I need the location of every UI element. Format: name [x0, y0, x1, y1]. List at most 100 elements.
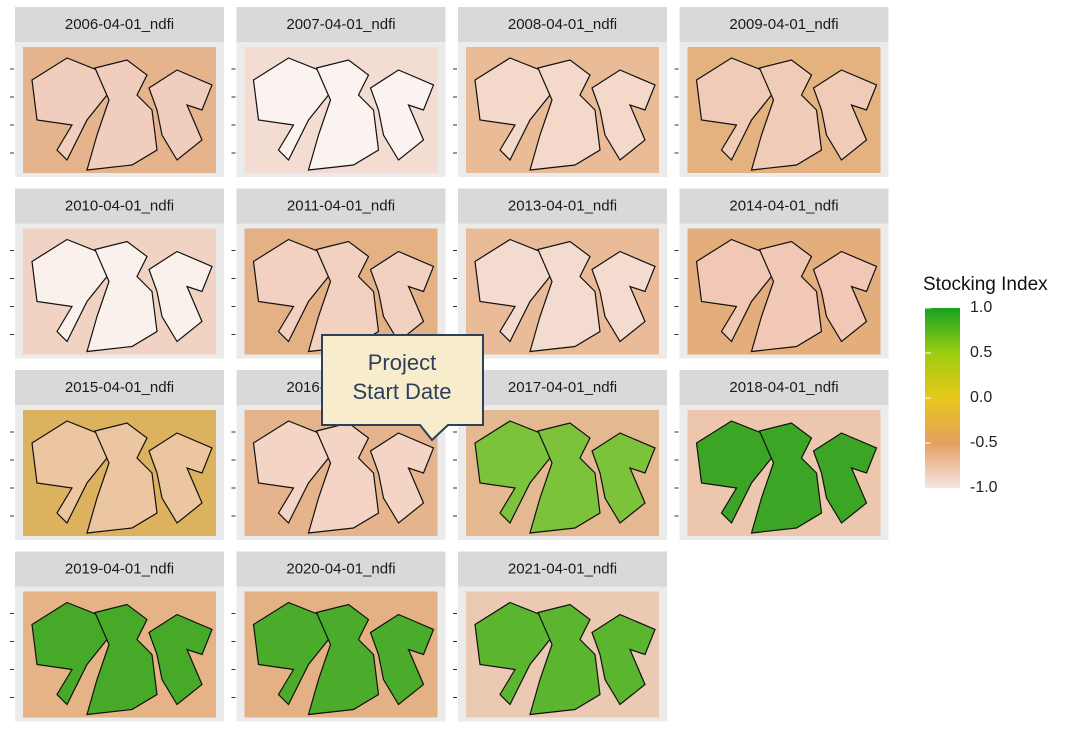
- forest-polygon: [474, 57, 551, 162]
- forest-polygon: [31, 57, 108, 162]
- forest-polygon: [369, 69, 435, 161]
- forest-polygon: [812, 69, 878, 161]
- forest-polygon: [750, 59, 823, 171]
- callout-text: Project: [368, 350, 436, 375]
- forest-polygon: [812, 250, 878, 343]
- panel-strip: [236, 7, 446, 42]
- forest-polygon: [591, 250, 656, 343]
- map-panel: 2015-04-01_ndfi: [10, 370, 224, 540]
- forest-polygon: [148, 613, 213, 706]
- forest-polygon: [252, 57, 330, 162]
- boundaries: [252, 238, 435, 353]
- forest-polygon: [529, 422, 601, 534]
- forest-polygon: [695, 420, 773, 525]
- boundaries: [31, 57, 213, 171]
- forest-polygon: [369, 613, 435, 706]
- forest-polygon: [591, 432, 656, 524]
- boundaries: [31, 420, 213, 534]
- panel-strip: [236, 188, 446, 224]
- forest-polygon: [307, 603, 380, 716]
- panel-title: 2015-04-01_ndfi: [65, 379, 174, 396]
- panel-title: 2013-04-01_ndfi: [508, 197, 617, 214]
- panel-strip: [15, 188, 224, 224]
- legend-tick-label: -1.0: [970, 479, 998, 496]
- boundaries: [252, 420, 435, 534]
- forest-polygon: [529, 59, 601, 171]
- forest-polygon: [252, 420, 330, 525]
- boundaries: [252, 601, 435, 716]
- panel-title: 2014-04-01_ndfi: [729, 197, 838, 214]
- map-panel: 2011-04-01_ndfi: [231, 188, 446, 359]
- map-panel: 2008-04-01_ndfi: [453, 7, 667, 177]
- panel-strip: [458, 7, 667, 42]
- panel-title: 2020-04-01_ndfi: [286, 560, 395, 577]
- legend-tick-label: -0.5: [970, 434, 998, 451]
- map-panel: 2018-04-01_ndfi: [674, 370, 889, 540]
- forest-polygon: [812, 432, 878, 524]
- panel-title: 2009-04-01_ndfi: [729, 16, 838, 33]
- legend: Stocking Index 1.0 0.5 0.0 -0.5 -1.0: [923, 274, 1048, 496]
- panel-title: 2019-04-01_ndfi: [65, 560, 174, 577]
- forest-polygon: [695, 238, 773, 343]
- forest-polygon: [369, 432, 435, 524]
- map-panel: 2014-04-01_ndfi: [674, 188, 889, 359]
- panel-grid: 2006-04-01_ndfi 2007-04-01_ndfi 2008-04-01…: [10, 7, 889, 722]
- boundaries: [474, 57, 656, 171]
- panel-title: 2006-04-01_ndfi: [65, 16, 174, 33]
- forest-polygon: [307, 240, 380, 353]
- map-panel: 2021-04-01_ndfi: [453, 551, 667, 722]
- forest-polygon: [252, 238, 330, 343]
- legend-title: Stocking Index: [923, 274, 1048, 295]
- panel-strip: [15, 370, 224, 405]
- panel-title: 2008-04-01_ndfi: [508, 16, 617, 33]
- legend-tick-label: 0.0: [970, 389, 992, 406]
- legend-tick-label: 0.5: [970, 344, 992, 361]
- panel-title: 2018-04-01_ndfi: [729, 379, 838, 396]
- forest-polygon: [474, 238, 551, 343]
- boundaries: [695, 420, 878, 534]
- panel-title: 2007-04-01_ndfi: [286, 16, 395, 33]
- map-panel: 2007-04-01_ndfi: [231, 7, 446, 177]
- forest-polygon: [31, 238, 108, 343]
- panel-strip: [679, 188, 889, 224]
- forest-polygon: [369, 250, 435, 343]
- forest-polygon: [307, 59, 380, 171]
- boundaries: [474, 238, 656, 353]
- boundaries: [31, 238, 213, 353]
- panel-strip: [15, 7, 224, 42]
- forest-polygon: [695, 57, 773, 162]
- map-panel: 2006-04-01_ndfi: [10, 7, 224, 177]
- map-panel: 2020-04-01_ndfi: [231, 551, 446, 722]
- forest-polygon: [591, 69, 656, 161]
- forest-polygon: [474, 420, 551, 525]
- panel-strip: [679, 370, 889, 405]
- forest-polygon: [529, 603, 601, 716]
- forest-polygon: [252, 601, 330, 706]
- forest-polygon: [474, 601, 551, 706]
- panel-strip: [679, 7, 889, 42]
- panel-strip: [458, 551, 667, 587]
- panel-strip: [15, 551, 224, 587]
- boundaries: [31, 601, 213, 716]
- callout-box: [321, 334, 484, 442]
- callout: Project Start Date: [321, 334, 484, 442]
- forest-polygon: [591, 613, 656, 706]
- forest-polygon: [148, 250, 213, 343]
- map-panel: 2019-04-01_ndfi: [10, 551, 224, 722]
- forest-polygon: [750, 422, 823, 534]
- forest-polygon: [31, 601, 108, 706]
- forest-polygon: [31, 420, 108, 525]
- callout-text: Start Date: [352, 379, 451, 404]
- forest-polygon: [86, 603, 158, 716]
- forest-polygon: [86, 240, 158, 353]
- legend-tick-label: 1.0: [970, 299, 992, 316]
- forest-polygon: [86, 59, 158, 171]
- panel-title: 2021-04-01_ndfi: [508, 560, 617, 577]
- panel-title: 2010-04-01_ndfi: [65, 197, 174, 214]
- boundaries: [695, 57, 878, 171]
- forest-polygon: [86, 422, 158, 534]
- forest-polygon: [750, 240, 823, 353]
- panel-title: 2017-04-01_ndfi: [508, 379, 617, 396]
